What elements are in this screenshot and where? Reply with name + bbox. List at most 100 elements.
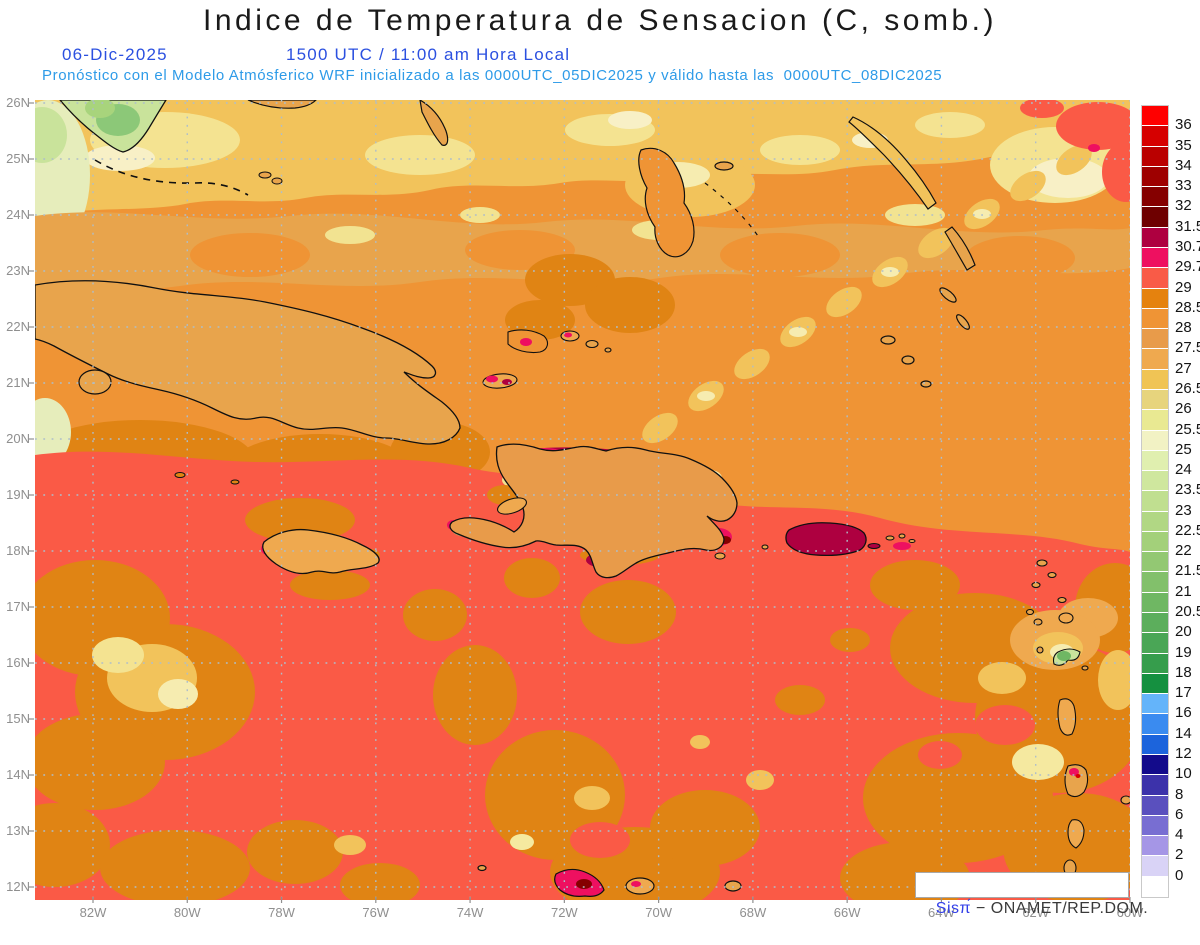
island-barbados [1120,795,1130,805]
colorbar-segment [1142,308,1168,330]
colorbar-label: 34 [1175,156,1192,174]
colorbar-segment [1142,552,1168,573]
colorbar-label: 18 [1175,663,1192,681]
colorbar-segment [1142,349,1168,370]
island-cayman [174,472,186,478]
colorbar-segment [1142,471,1168,492]
island-cuba [35,280,461,485]
island-guadeloupe [1052,648,1089,671]
axis-ticks [28,102,1131,903]
colorbar-label: 8 [1175,785,1184,803]
colorbar-segment [1142,511,1168,532]
colorbar-label: 31.5 [1175,217,1200,235]
islands-abc [477,864,742,897]
island-puerto-rico [761,522,916,556]
map-date: 06-Dic-2025 [62,45,168,64]
island-mona [761,544,769,550]
colorbar-label: 35 [1175,136,1192,154]
model-note: Pronóstico con el Modelo Atmósferico WRF… [42,67,943,84]
colorbar-label: 20 [1175,623,1192,641]
colorbar-segment [1142,187,1168,208]
grid-lines [35,100,1130,900]
colorbar-label: 21 [1175,582,1192,600]
colorbar-label: 17 [1175,684,1192,702]
lon-label: 76W [362,905,390,920]
colorbar-label: 28 [1175,319,1192,337]
lat-label: 24N [6,207,30,222]
colorbar-segment [1142,673,1168,695]
lat-label: 18N [6,543,30,558]
colorbar-segment [1142,836,1168,857]
islands-bahamas [247,100,976,388]
colorbar-label: 21.5 [1175,562,1200,580]
lat-label: 16N [6,655,30,670]
lat-label: 25N [6,151,30,166]
colorbar-label: 16 [1175,704,1192,722]
lon-label: 74W [456,905,484,920]
colorbar-segment [1142,613,1168,634]
lon-label: 82W [79,905,107,920]
colorbar-segment [1142,126,1168,147]
colorbar-segment [1142,795,1168,816]
island-vieques [867,543,881,549]
lat-label: 22N [6,319,30,334]
colorbar-segment [1142,450,1168,472]
island-dominica [1057,698,1077,736]
lon-label: 70W [645,905,672,920]
lat-label: 12N [6,879,30,894]
colorbar-segment [1142,531,1168,553]
colorbar-segment [1142,430,1168,451]
lat-label: 13N [6,823,30,838]
sispi-brand: Sisπ́ [935,900,972,917]
island-st-lucia [1067,819,1085,849]
colorbar-label: 22.5 [1175,521,1200,539]
colorbar-label: 10 [1175,765,1192,783]
colorbar-label: 20.5 [1175,603,1200,621]
lat-label: 19N [6,487,30,502]
lat-label: 23N [6,263,30,278]
colorbar-segment [1142,775,1168,796]
colorbar-label: 23 [1175,501,1192,519]
lat-label: 14N [6,767,30,782]
colorbar-label: 27.5 [1175,339,1200,357]
colorbar-segment [1142,653,1168,674]
islands-inagua-caicos [507,329,612,354]
colorbar-segment [1142,389,1168,411]
island-saona [714,552,726,560]
attribution-box: Sisπ́ − ONAMET/REP.DOM. [915,872,1148,917]
colorbar-segment [1142,207,1168,228]
colorbar-label: 29.7 [1175,258,1200,276]
colorbar-label: 0 [1175,866,1184,884]
colorbar-segment [1142,876,1168,897]
colorbar-segment [1142,106,1168,127]
colorbar-label: 27 [1175,359,1192,377]
attribution-text: − ONAMET/REP.DOM. [971,900,1149,917]
colorbar-segment [1142,714,1168,735]
colorbar-label: 2 [1175,846,1184,864]
lon-label: 72W [550,905,578,920]
florida-keys [94,159,249,196]
map-time: 1500 UTC / 11:00 am Hora Local [286,45,571,64]
colorbar-segment [1142,329,1168,350]
lon-label: 66W [833,905,861,920]
colorbar-segment [1142,288,1168,309]
colorbar-label: 12 [1175,745,1192,763]
lat-label: 17N [6,599,30,614]
colorbar-label: 30.7 [1175,237,1200,255]
lat-label: 26N [6,95,30,110]
colorbar-segment [1142,146,1168,167]
colorbar-segment [1142,227,1168,248]
island-juventud [78,369,112,395]
island-gonave [497,497,527,515]
colorbar-label: 26.5 [1175,379,1200,397]
lon-label: 68W [739,905,767,920]
lat-label: 21N [6,375,30,390]
islands-lesser-antilles [1025,559,1130,897]
colorbar-segment [1142,755,1168,776]
colorbar-label: 29 [1175,278,1192,296]
lat-label: 15N [6,711,30,726]
colorbar-segment [1142,572,1168,593]
colorbar-label: 32 [1175,197,1192,215]
